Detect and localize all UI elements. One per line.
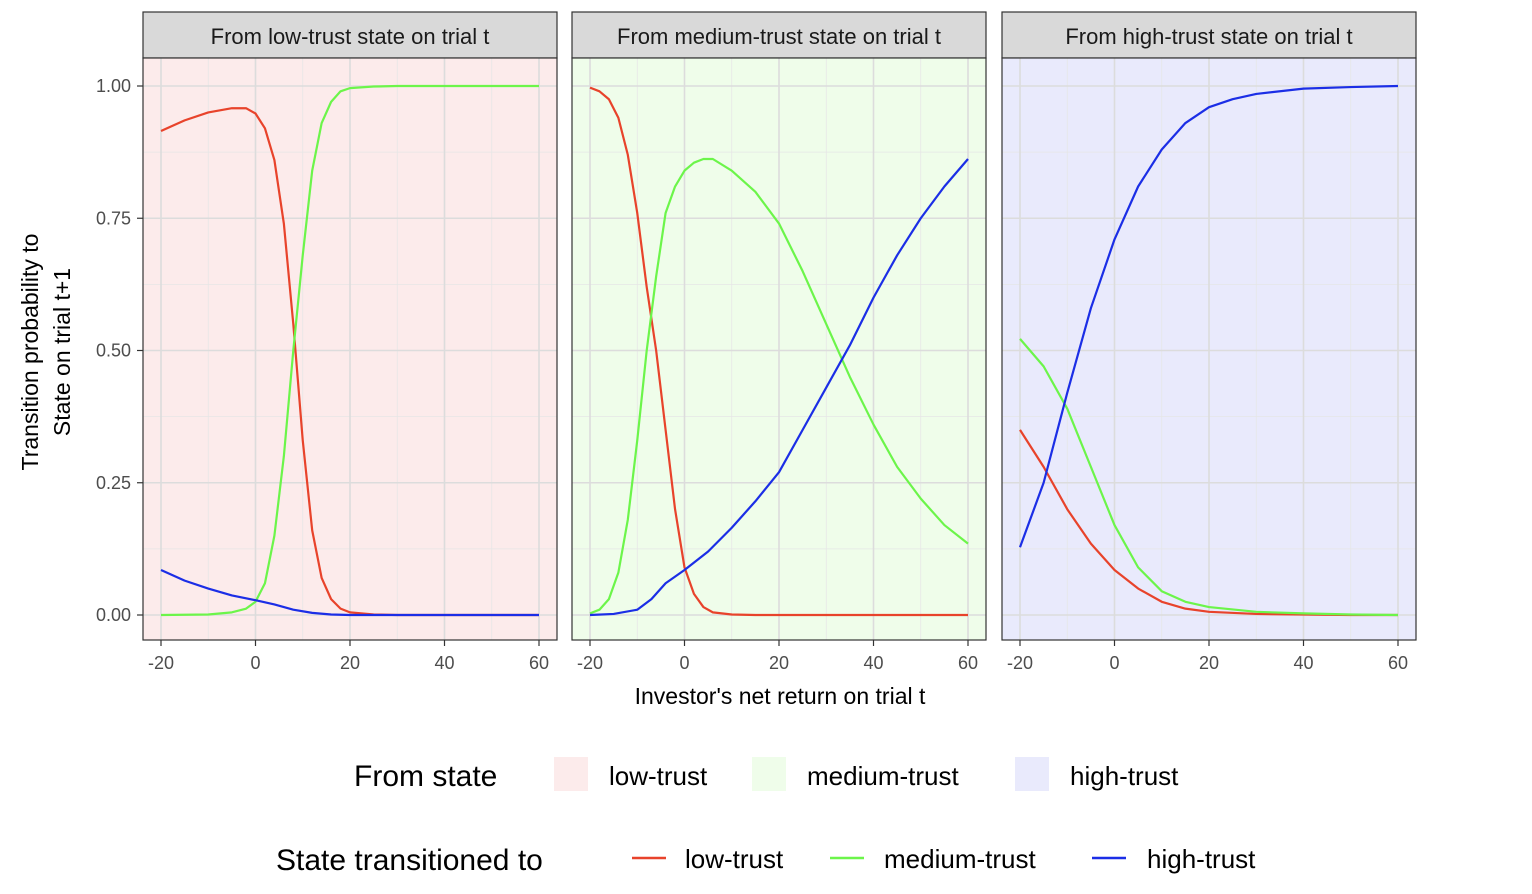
x-tick-label: -20	[148, 653, 174, 673]
x-tick-label: -20	[1007, 653, 1033, 673]
x-tick-label: 0	[250, 653, 260, 673]
x-tick-label: 0	[679, 653, 689, 673]
series-line-medium-trust	[160, 84, 539, 617]
panel-strip-bg	[142, 11, 558, 59]
x-tick-label: 20	[340, 653, 360, 673]
x-tick-label: 20	[1199, 653, 1219, 673]
fill-legend-label-high-trust: high-trust	[1070, 761, 1179, 791]
panel-1: From low-trust state on trial t -20 0 20 40 6…	[96, 11, 558, 673]
y-axis-title-line1: Transition probability to	[17, 234, 43, 471]
color-legend-label-low-trust: low-trust	[685, 844, 784, 874]
x-tick-label: 40	[863, 653, 883, 673]
series-line-high-trust	[1018, 84, 1399, 548]
color-legend-title: State transitioned to	[276, 844, 543, 877]
x-tick-label: -20	[577, 653, 603, 673]
fill-legend-key-medium-trust	[752, 757, 786, 791]
series-line-low-trust	[589, 86, 968, 617]
panel-strip-label: From medium-trust state on trial t	[617, 24, 941, 49]
y-axis-title-line2: State on trial t+1	[49, 268, 75, 436]
color-legend: State transitioned to low-trust medium-t…	[276, 844, 1256, 877]
x-axis-title: Investor's net return on trial t	[635, 683, 926, 709]
x-tick-label: 40	[434, 653, 454, 673]
color-legend-label-medium-trust: medium-trust	[884, 844, 1036, 874]
fill-legend-title: From state	[354, 760, 497, 793]
color-legend-label-high-trust: high-trust	[1147, 844, 1256, 874]
x-tick-label: 60	[1388, 653, 1408, 673]
series-line-medium-trust	[589, 157, 969, 615]
y-tick-label: 0.00	[96, 605, 131, 625]
fill-legend-key-low-trust	[554, 757, 588, 791]
fill-legend-label-low-trust: low-trust	[609, 761, 708, 791]
series-line-high-trust	[160, 569, 539, 617]
panel-strip-label: From high-trust state on trial t	[1065, 24, 1352, 49]
y-tick-label: 0.50	[96, 341, 131, 361]
y-tick-label: 0.25	[96, 473, 131, 493]
x-tick-label: 40	[1293, 653, 1313, 673]
series-line-medium-trust	[1019, 338, 1399, 617]
panel-strip-bg	[571, 11, 987, 59]
y-tick-label: 1.00	[96, 76, 131, 96]
panel-2: From medium-trust state on trial t -20 0 20…	[571, 11, 987, 673]
series-line-high-trust	[589, 158, 969, 617]
panels-group: From low-trust state on trial t -20 0 20 40 6…	[96, 11, 1417, 673]
fill-legend-label-medium-trust: medium-trust	[807, 761, 959, 791]
panel-strip-bg	[1001, 11, 1417, 59]
fill-legend-key-high-trust	[1015, 757, 1049, 791]
x-tick-label: 20	[769, 653, 789, 673]
fill-legend: From state low-trust medium-trust high-t…	[354, 757, 1179, 793]
y-tick-label: 0.75	[96, 208, 131, 228]
x-tick-label: 60	[529, 653, 549, 673]
x-tick-label: 0	[1109, 653, 1119, 673]
panel-3: From high-trust state on trial t -20 0 20 40…	[1001, 11, 1417, 673]
x-tick-label: 60	[958, 653, 978, 673]
panel-strip-label: From low-trust state on trial t	[211, 24, 490, 49]
